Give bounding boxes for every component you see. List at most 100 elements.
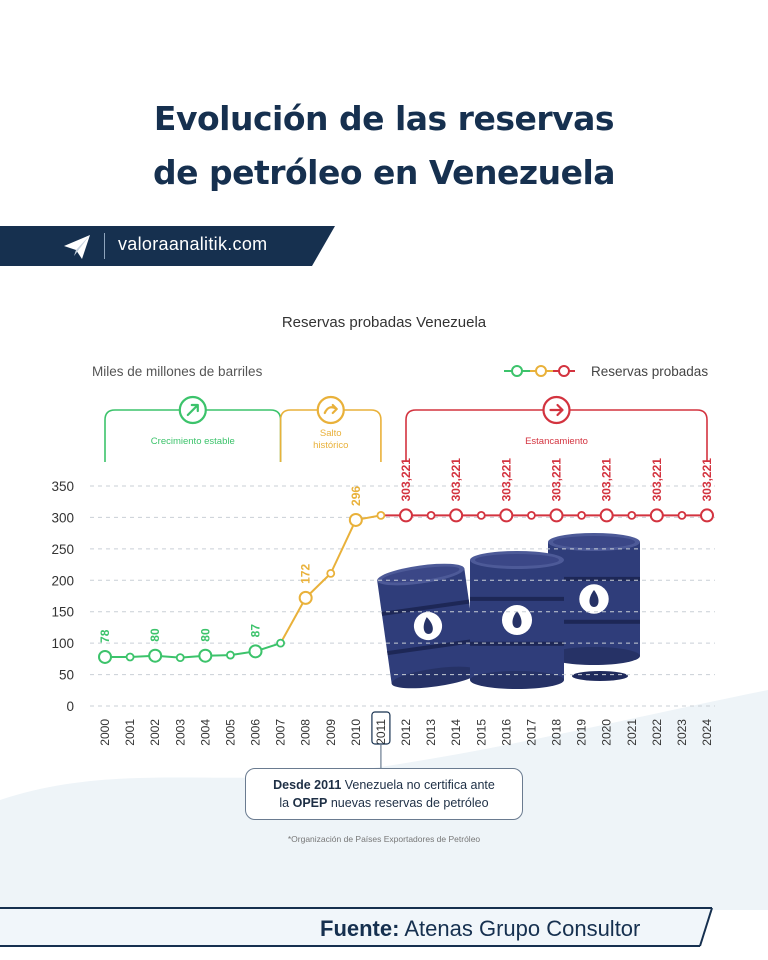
data-point-2023 — [677, 511, 687, 520]
note-text-2b: nuevas reservas de petróleo — [327, 796, 489, 810]
data-point-2020 — [599, 508, 614, 523]
legend-label: Reservas probadas — [591, 364, 709, 379]
data-label: 87 — [249, 624, 263, 638]
x-tick-label: 2001 — [123, 719, 137, 746]
arrow-right-icon-glyph — [549, 403, 564, 417]
x-tick-label: 2004 — [198, 719, 212, 746]
legend-marker — [511, 365, 523, 377]
x-tick-label: 2021 — [625, 719, 639, 746]
series-segment — [279, 597, 307, 644]
data-point-2016 — [499, 508, 514, 523]
barrel-lying — [377, 563, 479, 689]
x-tick-label: 2015 — [474, 719, 488, 746]
data-point-2017 — [527, 511, 536, 520]
data-point-2006 — [248, 644, 263, 659]
legend-marker — [558, 365, 570, 377]
note-bold-opep: OPEP — [292, 796, 328, 810]
note-text-1: Venezuela no certifica ante — [341, 778, 495, 792]
x-tick-label: 2007 — [274, 719, 288, 746]
data-point-2000 — [98, 649, 112, 664]
x-tick-label: 2010 — [349, 719, 363, 746]
x-tick-label: 2013 — [424, 719, 438, 746]
data-label: 303,221 — [399, 458, 413, 502]
y-axis-unit-label: Miles de millones de barriles — [92, 364, 263, 379]
data-point-2002 — [148, 648, 163, 663]
x-tick-label: 2017 — [524, 719, 538, 746]
barrel-center — [470, 551, 564, 689]
title-line-1: Evolución de las reservas — [153, 99, 615, 138]
x-tick-label: 2016 — [499, 719, 513, 746]
data-label: 303,221 — [499, 458, 513, 502]
x-tick-label: 2005 — [223, 719, 237, 746]
brand-separator — [104, 233, 105, 259]
data-point-2011 — [376, 511, 386, 520]
x-tick-label: 2024 — [700, 719, 714, 746]
data-point-2014 — [449, 508, 464, 523]
series-segment — [329, 519, 357, 574]
y-tick-label: 150 — [51, 605, 74, 620]
brand-band-shape — [0, 226, 335, 266]
phase-label: Estancamiento — [525, 436, 588, 447]
data-point-2007 — [276, 638, 285, 648]
phase-label: Crecimiento estable — [151, 436, 235, 447]
y-tick-label: 100 — [51, 636, 74, 651]
data-point-2019 — [577, 511, 586, 520]
note-text-2a: la — [279, 796, 293, 810]
note-bold-year: Desde 2011 — [273, 778, 342, 792]
data-point-2005 — [226, 650, 235, 660]
data-label: 80 — [198, 628, 212, 642]
x-tick-label: 2012 — [399, 719, 413, 746]
phase-label: histórico — [313, 440, 348, 451]
curve-arrow-icon-glyph — [323, 403, 338, 415]
data-label: 303,221 — [700, 458, 714, 502]
x-tick-label: 2022 — [650, 719, 664, 746]
data-label: 303,221 — [550, 458, 564, 502]
x-tick-label: 2002 — [148, 719, 162, 746]
oil-spill — [572, 671, 628, 681]
source-name: Atenas Grupo Consultor — [399, 916, 641, 941]
source-band-edge — [699, 907, 713, 947]
x-tick-label: 2018 — [550, 719, 564, 746]
paper-plane-logo-icon — [64, 235, 90, 259]
data-point-2021 — [627, 511, 637, 520]
data-label: 172 — [299, 564, 313, 584]
data-point-2010 — [348, 512, 363, 527]
source-label: Fuente: — [320, 916, 400, 941]
chart-title: Reservas probadas Venezuela — [281, 314, 487, 331]
legend-marker — [535, 365, 547, 377]
data-label: 296 — [349, 486, 363, 506]
source-credit: Fuente: Atenas Grupo Consultor — [320, 916, 640, 942]
phase-label: Salto — [320, 428, 342, 439]
x-tick-label: 2011 — [374, 719, 388, 745]
data-label: 80 — [148, 628, 162, 642]
y-tick-label: 0 — [66, 699, 74, 714]
data-label: 78 — [98, 629, 112, 643]
data-label: 303,221 — [600, 458, 614, 502]
y-tick-label: 250 — [51, 542, 74, 557]
brand-site-link[interactable]: valoraanalitik.com — [118, 234, 268, 254]
x-tick-label: 2006 — [249, 719, 263, 746]
data-label: 303,221 — [650, 458, 664, 502]
data-point-2004 — [198, 648, 213, 663]
data-point-2003 — [175, 653, 185, 662]
data-point-2018 — [549, 508, 564, 523]
x-tick-label: 2014 — [449, 719, 463, 746]
data-point-2013 — [426, 511, 436, 520]
x-tick-label: 2020 — [600, 719, 614, 746]
data-label: 303,221 — [449, 458, 463, 502]
curve-arrow-icon — [316, 395, 345, 425]
note-box: Desde 2011 Venezuela no certifica ante l… — [245, 768, 523, 820]
data-point-2008 — [298, 590, 313, 605]
y-tick-label: 350 — [51, 479, 74, 494]
title-line-2: de petróleo en Venezuela — [152, 153, 616, 192]
x-tick-label: 2009 — [324, 719, 338, 746]
data-point-2001 — [125, 652, 135, 662]
x-tick-label: 2008 — [299, 719, 313, 746]
data-point-2012 — [399, 508, 413, 523]
x-tick-label: 2023 — [675, 719, 689, 746]
data-point-2015 — [476, 511, 486, 520]
data-point-2024 — [700, 508, 714, 523]
data-point-2009 — [326, 568, 336, 578]
x-tick-label: 2000 — [98, 719, 112, 746]
arrow-up-right-icon-glyph — [186, 403, 199, 417]
